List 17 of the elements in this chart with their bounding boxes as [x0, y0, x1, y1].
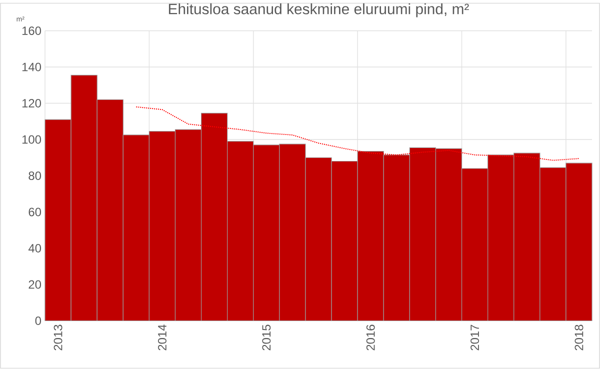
y-tick-label: 120 [22, 99, 42, 108]
x-tick-label: 2016 [366, 324, 375, 350]
x-tick-label: 2017 [470, 325, 480, 350]
y-tick-label: 100 [22, 135, 42, 144]
y-tick-label: 40 [28, 244, 42, 253]
x-tick-label: 2015 [262, 324, 271, 350]
line-series [136, 106, 580, 161]
y-tick-label: 20 [28, 280, 42, 289]
x-tick-label: 2013 [54, 324, 62, 350]
y-tick-label: 160 [22, 26, 42, 36]
x-tick-label: 2018 [574, 324, 584, 350]
y-tick-label: 140 [22, 62, 42, 72]
chart-title: Ehitusloa saanud keskmine eluruumi pind, m² [168, 3, 469, 18]
y-tick-label: 60 [28, 208, 42, 216]
y-tick-label: 0 [35, 316, 42, 326]
x-tick-label: 2014 [158, 324, 166, 350]
y-tick-label: 80 [28, 172, 42, 180]
